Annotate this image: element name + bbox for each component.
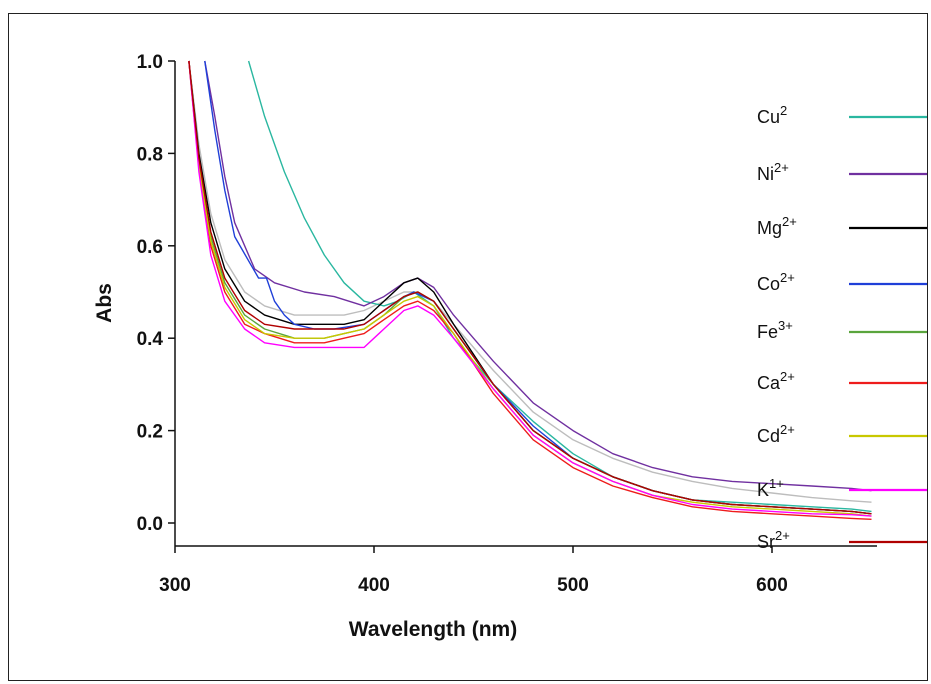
axes <box>174 61 877 547</box>
series-line-ni <box>204 60 872 492</box>
legend-label: Cd2+ <box>757 422 795 446</box>
x-tick-label: 300 <box>159 575 191 596</box>
series-line-cd <box>188 60 872 517</box>
legend-label-superscript: 2+ <box>782 214 797 229</box>
legend-item-co: Co2+ <box>757 270 927 294</box>
legend-label-base: Cu <box>757 107 780 127</box>
x-axis-title: Wavelength (nm) <box>349 618 517 641</box>
legend-label-superscript: 2+ <box>780 369 795 384</box>
legend-label: Ca2+ <box>757 369 795 393</box>
legend-item-mg: Mg2+ <box>757 214 927 238</box>
x-tick-label: 500 <box>557 575 589 596</box>
series-line-sr <box>188 60 872 515</box>
y-axis-title: Abs <box>93 283 116 323</box>
legend-label-base: Ni <box>757 164 774 184</box>
legend-label-base: Mg <box>757 218 782 238</box>
legend-item-sr: Sr2+ <box>757 528 927 552</box>
legend-label: Cu2 <box>757 103 787 127</box>
legend-item-fe: Fe3+ <box>757 318 927 342</box>
x-tick-label: 600 <box>756 575 788 596</box>
legend-label: K1+ <box>757 476 784 500</box>
legend-label-superscript: 2 <box>780 103 787 118</box>
legend-label-superscript: 2+ <box>774 160 789 175</box>
legend-label-base: Sr <box>757 532 775 552</box>
legend-label-superscript: 3+ <box>778 318 793 333</box>
legend-item-ca: Ca2+ <box>757 369 927 393</box>
y-tick-label: 1.0 <box>137 52 163 73</box>
series-line-ca <box>188 60 872 520</box>
legend-item-cd: Cd2+ <box>757 422 927 446</box>
legend-label-superscript: 2+ <box>780 270 795 285</box>
x-ticks: 300 400 500 600 <box>159 546 788 596</box>
legend-label: Co2+ <box>757 270 795 294</box>
legend-label: Mg2+ <box>757 214 797 238</box>
legend-label-superscript: 2+ <box>775 528 790 543</box>
legend-label-superscript: 1+ <box>769 476 784 491</box>
legend-label-base: Co <box>757 274 780 294</box>
chart-frame: 0.0 0.2 0.4 0.6 0.8 1.0 300 400 500 600 Waveleng… <box>8 13 928 681</box>
x-tick-label: 400 <box>358 575 390 596</box>
legend-item-ni: Ni2+ <box>757 160 927 184</box>
y-tick-label: 0.6 <box>137 237 163 258</box>
legend-label: Sr2+ <box>757 528 790 552</box>
legend-label-base: Ca <box>757 373 781 393</box>
y-tick-label: 0.4 <box>137 329 164 350</box>
y-tick-label: 0.2 <box>137 422 163 443</box>
legend-item-cu: Cu2 <box>757 103 927 127</box>
y-ticks: 0.0 0.2 0.4 0.6 0.8 1.0 <box>137 52 175 535</box>
legend-label: Ni2+ <box>757 160 789 184</box>
legend-label-base: K <box>757 480 769 500</box>
y-tick-label: 0.8 <box>137 144 163 165</box>
y-tick-label: 0.0 <box>137 514 163 535</box>
uv-vis-absorbance-chart: 0.0 0.2 0.4 0.6 0.8 1.0 300 400 500 600 Waveleng… <box>93 52 927 641</box>
legend-label: Fe3+ <box>757 318 793 342</box>
legend-item-k: K1+ <box>757 476 927 500</box>
series-line-k <box>188 60 872 517</box>
plot-lines <box>188 60 872 520</box>
legend-label-superscript: 2+ <box>780 422 795 437</box>
legend-label-base: Fe <box>757 322 778 342</box>
legend-label-base: Cd <box>757 426 780 446</box>
